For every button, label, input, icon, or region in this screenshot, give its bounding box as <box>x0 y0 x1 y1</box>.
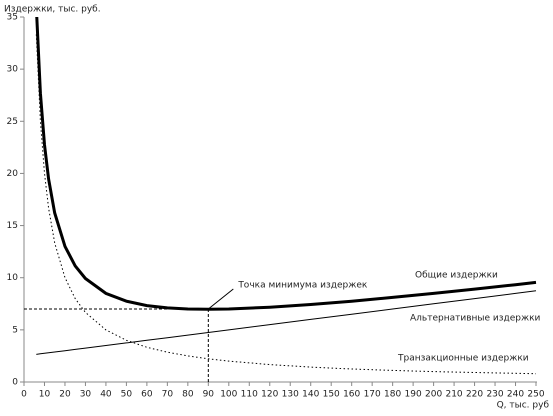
x-tick-label: 220 <box>466 390 483 400</box>
x-tick-label: 20 <box>59 390 71 400</box>
x-axis-label: Q, тыс. руб <box>497 401 550 411</box>
x-tick-label: 150 <box>323 390 340 400</box>
y-tick-label: 15 <box>7 221 18 231</box>
x-tick-label: 110 <box>241 390 258 400</box>
x-tick-label: 70 <box>162 390 174 400</box>
y-tick-label: 0 <box>12 378 18 388</box>
series-label: Альтернативные издержки <box>410 314 541 324</box>
annotation-leader <box>208 288 234 310</box>
x-tick-label: 80 <box>182 390 194 400</box>
x-tick-label: 100 <box>220 390 237 400</box>
series-line <box>35 17 537 311</box>
y-tick-label: 10 <box>7 273 19 283</box>
series-line <box>36 290 537 355</box>
x-tick-label: 120 <box>261 390 278 400</box>
y-axis-label: Издержки, тыс. руб. <box>4 5 101 15</box>
series-label: Общие издержки <box>415 271 498 281</box>
x-tick-label: 10 <box>39 390 51 400</box>
x-tick-label: 160 <box>343 390 360 400</box>
x-tick-label: 50 <box>121 390 133 400</box>
x-tick-label: 130 <box>282 390 299 400</box>
y-tick-label: 5 <box>12 325 18 335</box>
x-tick-label: 90 <box>203 390 215 400</box>
y-tick-label: 20 <box>7 169 19 179</box>
x-tick-label: 60 <box>141 390 153 400</box>
x-tick-label: 240 <box>507 390 524 400</box>
y-tick-label: 30 <box>7 65 19 75</box>
x-tick-label: 0 <box>21 390 27 400</box>
x-tick-label: 210 <box>445 390 462 400</box>
x-tick-label: 140 <box>302 390 319 400</box>
annotation: Точка минимума издержек <box>237 281 368 291</box>
x-tick-label: 170 <box>364 390 381 400</box>
x-tick-label: 40 <box>100 390 112 400</box>
x-tick-label: 230 <box>486 390 503 400</box>
y-tick-label: 25 <box>7 117 18 127</box>
series-label: Транзакционные издержки <box>397 354 529 364</box>
x-tick-label: 190 <box>405 390 422 400</box>
y-tick-label: 35 <box>7 13 18 23</box>
x-tick-label: 250 <box>527 390 544 400</box>
x-tick-label: 30 <box>80 390 92 400</box>
x-tick-label: 200 <box>425 390 442 400</box>
x-tick-label: 180 <box>384 390 401 400</box>
